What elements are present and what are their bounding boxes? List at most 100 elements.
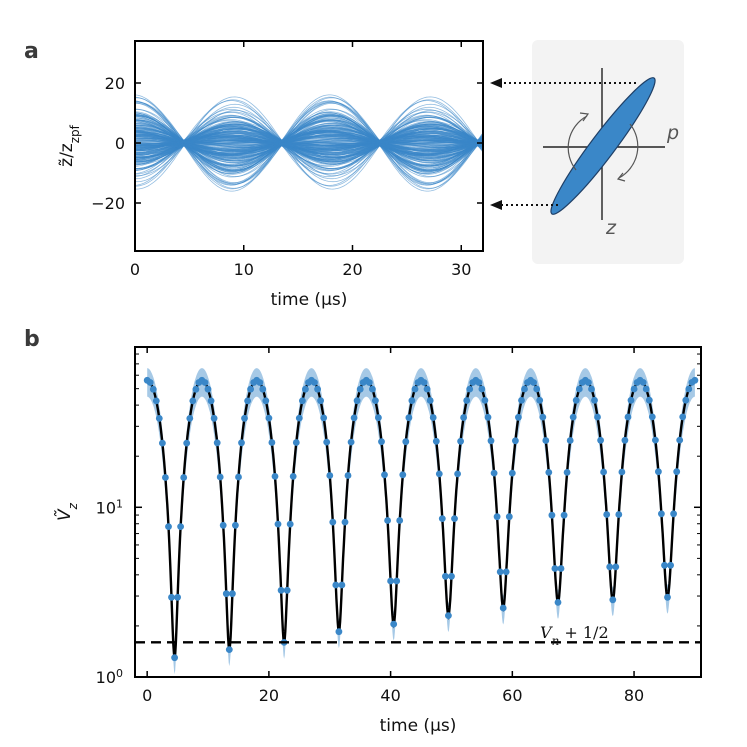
data-point [438,515,446,522]
data-point [533,385,541,393]
data-point [542,437,550,444]
data-point [658,510,665,518]
panel-a-ticks: 0 10 20 30 −20 0 20 [91,41,483,279]
panel-a-frame [134,40,484,252]
data-point [326,472,334,479]
data-point [323,438,331,446]
data-point [286,520,294,528]
data-point [213,439,221,447]
trajectory-line [134,121,484,165]
reference-line-label: Vn + 1/2 [540,623,609,648]
data-point [347,438,355,446]
data-point [508,469,516,477]
data-point [225,646,233,653]
trajectory-line [134,94,484,192]
rotation-arrow-left [567,115,588,171]
phase-space-inset: p z [532,40,684,264]
data-point [463,397,471,404]
data-point [466,385,474,393]
data-point [229,590,236,598]
data-point [402,438,410,446]
data-point [475,379,483,386]
data-point [411,385,419,393]
trajectory-line [134,115,484,171]
y-tick-label: 0 [115,134,125,153]
y-tick-label: 100 [96,667,123,688]
data-point [585,379,592,386]
data-point [667,561,674,569]
data-point [691,376,699,384]
data-point [338,581,346,589]
data-point [314,385,321,393]
trajectory-line [134,101,484,185]
data-point [676,436,684,444]
data-point [536,396,544,404]
data-point [685,385,693,393]
data-point [545,469,553,476]
data-point [393,577,401,585]
trajectory-line [134,124,484,162]
data-point [292,439,300,446]
z-axis-label: z [605,217,617,239]
data-point [189,397,197,405]
data-point [329,518,337,526]
data-point [283,586,291,594]
x-tick-label: 20 [259,686,279,705]
data-point [405,414,413,422]
data-point [630,385,638,393]
panel-a-trajectories [134,94,484,192]
data-point [426,397,434,404]
data-point [454,470,461,478]
uncertainty-band [147,368,695,675]
data-point [356,385,364,393]
trajectory-line [134,100,484,186]
panel-a-letter: a [24,39,39,64]
data-point [378,438,385,446]
data-point [588,385,595,393]
data-point [594,413,601,421]
data-point [575,385,583,393]
data-point [271,473,279,480]
x-tick-label: 60 [502,686,522,705]
amplitude-pointer-arrows [490,78,636,210]
trajectory-line [134,99,484,187]
data-point [652,436,659,444]
data-point [448,572,455,580]
trajectory-line [134,127,484,159]
data-point [311,379,318,386]
data-point [560,511,568,519]
data-point [429,414,437,421]
trajectory-line [134,140,484,146]
data-point [609,596,617,604]
data-point [204,385,212,393]
data-point [332,581,340,589]
data-point [445,612,452,619]
data-point [557,565,565,572]
data-point [435,470,443,478]
data-point [603,511,611,518]
data-point [618,468,626,476]
data-point [645,396,653,404]
data-point [365,379,373,386]
data-point [265,414,273,422]
data-point [505,513,513,521]
y-tick-label: −20 [91,194,125,213]
data-point [235,473,242,481]
data-point [149,385,157,393]
data-point [457,437,464,445]
data-point [295,414,303,422]
data-point [521,385,528,393]
panel-a-x-axis-label: time (μs) [271,290,348,310]
data-point [682,396,690,404]
x-tick-label: 10 [234,260,254,279]
data-point [655,468,662,476]
data-point [554,599,562,606]
data-point [171,654,179,662]
data-point [146,379,154,386]
data-point [566,437,574,444]
data-point [350,414,358,422]
data-point [490,469,498,477]
data-point [432,437,440,445]
data-point [320,414,328,422]
data-point [274,520,282,528]
